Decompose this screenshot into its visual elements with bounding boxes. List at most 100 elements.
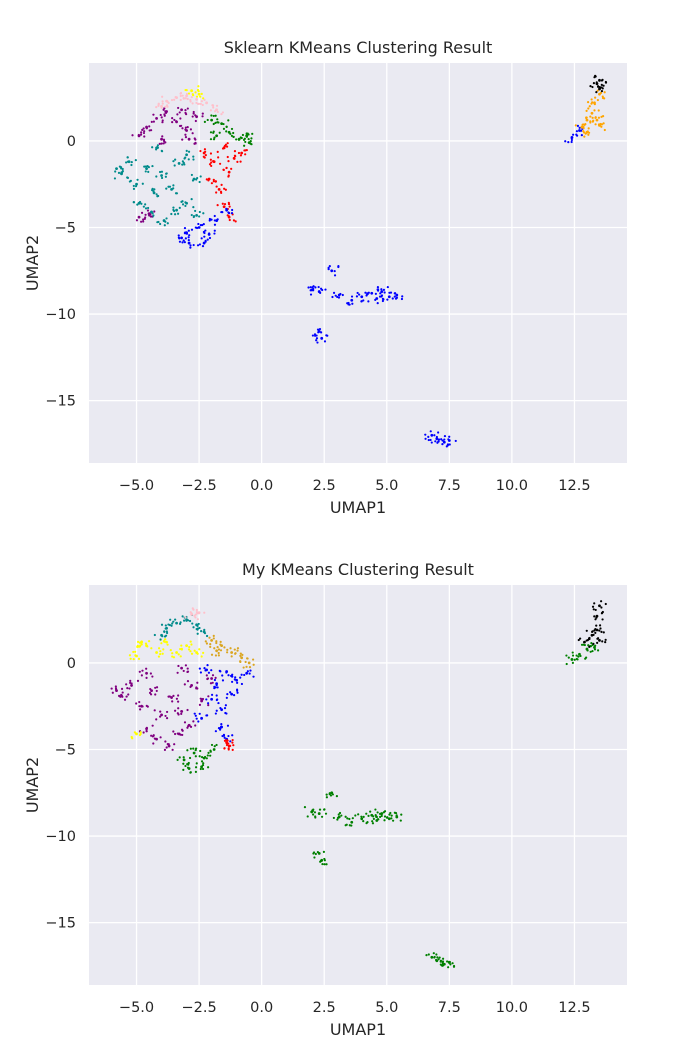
data-point — [203, 632, 207, 635]
data-point — [143, 165, 146, 168]
x-tick-label: 0.0 — [250, 1000, 273, 1016]
data-point — [138, 705, 141, 708]
data-point — [176, 212, 180, 215]
data-point — [186, 125, 189, 129]
data-point — [582, 127, 585, 130]
data-point — [374, 292, 377, 295]
data-point — [367, 814, 370, 817]
data-point — [190, 173, 193, 177]
data-point — [210, 743, 214, 747]
data-point — [380, 288, 383, 291]
data-point — [178, 206, 181, 209]
data-point — [197, 102, 201, 105]
data-point — [181, 203, 185, 206]
data-point — [182, 669, 185, 673]
data-point — [186, 679, 190, 683]
chart-title: Sklearn KMeans Clustering Result — [224, 38, 493, 57]
data-point — [337, 265, 340, 269]
data-point — [182, 161, 185, 164]
data-point — [201, 767, 205, 771]
data-point — [314, 852, 317, 856]
data-point — [239, 160, 242, 163]
data-point — [191, 132, 194, 135]
data-point — [192, 178, 195, 181]
data-point — [175, 120, 178, 123]
data-point — [184, 664, 188, 667]
data-point — [197, 612, 200, 615]
data-point — [155, 689, 158, 693]
data-point — [433, 955, 436, 959]
data-point — [231, 738, 234, 742]
data-point — [198, 712, 201, 715]
data-point — [593, 615, 596, 618]
data-point — [592, 81, 596, 85]
data-point — [245, 671, 249, 675]
data-point — [319, 291, 322, 295]
data-point — [309, 289, 312, 292]
y-tick-label: −15 — [45, 916, 76, 932]
data-point — [197, 222, 200, 226]
data-point — [348, 817, 351, 821]
data-point — [336, 816, 340, 820]
data-point — [199, 175, 202, 178]
data-point — [379, 292, 382, 295]
data-point — [441, 957, 445, 960]
data-point — [172, 209, 176, 213]
data-point — [219, 649, 223, 652]
x-tick-label: 5.0 — [375, 1000, 398, 1016]
data-point — [383, 819, 386, 822]
x-tick-label: 0.0 — [250, 478, 273, 494]
data-point — [140, 131, 143, 134]
data-point — [596, 637, 599, 640]
data-point — [592, 119, 595, 122]
data-point — [312, 851, 316, 854]
data-point — [320, 336, 324, 340]
data-point — [192, 747, 195, 750]
data-point — [184, 204, 187, 208]
data-point — [172, 656, 176, 659]
data-point — [333, 269, 336, 273]
data-point — [218, 162, 222, 165]
data-point — [390, 817, 393, 820]
data-point — [205, 674, 208, 677]
data-point — [159, 652, 162, 656]
data-point — [400, 813, 403, 816]
data-point — [187, 137, 191, 141]
data-points — [113, 74, 608, 448]
data-point — [598, 629, 601, 632]
data-point — [223, 646, 226, 649]
data-point — [189, 246, 192, 249]
data-point — [142, 205, 145, 208]
data-point — [180, 712, 183, 715]
data-point — [164, 714, 167, 718]
data-point — [180, 644, 183, 647]
data-point — [449, 963, 452, 966]
data-point — [382, 811, 386, 814]
data-point — [325, 863, 328, 866]
data-point — [594, 608, 597, 612]
data-point — [219, 706, 222, 710]
data-point — [172, 184, 175, 187]
data-point — [228, 218, 231, 222]
data-point — [580, 643, 584, 646]
data-point — [193, 137, 196, 140]
data-point — [183, 226, 187, 230]
data-point — [199, 749, 202, 753]
data-point — [226, 693, 229, 696]
data-point — [192, 110, 195, 114]
data-point — [145, 127, 148, 130]
data-point — [588, 636, 591, 640]
data-point — [252, 663, 255, 666]
data-point — [596, 85, 600, 88]
data-point — [584, 122, 587, 126]
data-point — [165, 746, 168, 749]
data-point — [213, 214, 216, 218]
data-point — [161, 100, 164, 103]
data-point — [135, 219, 139, 222]
data-point — [213, 748, 216, 751]
data-point — [204, 229, 207, 232]
data-point — [225, 743, 229, 747]
data-point — [222, 127, 226, 130]
data-point — [157, 102, 160, 105]
data-point — [244, 153, 247, 156]
